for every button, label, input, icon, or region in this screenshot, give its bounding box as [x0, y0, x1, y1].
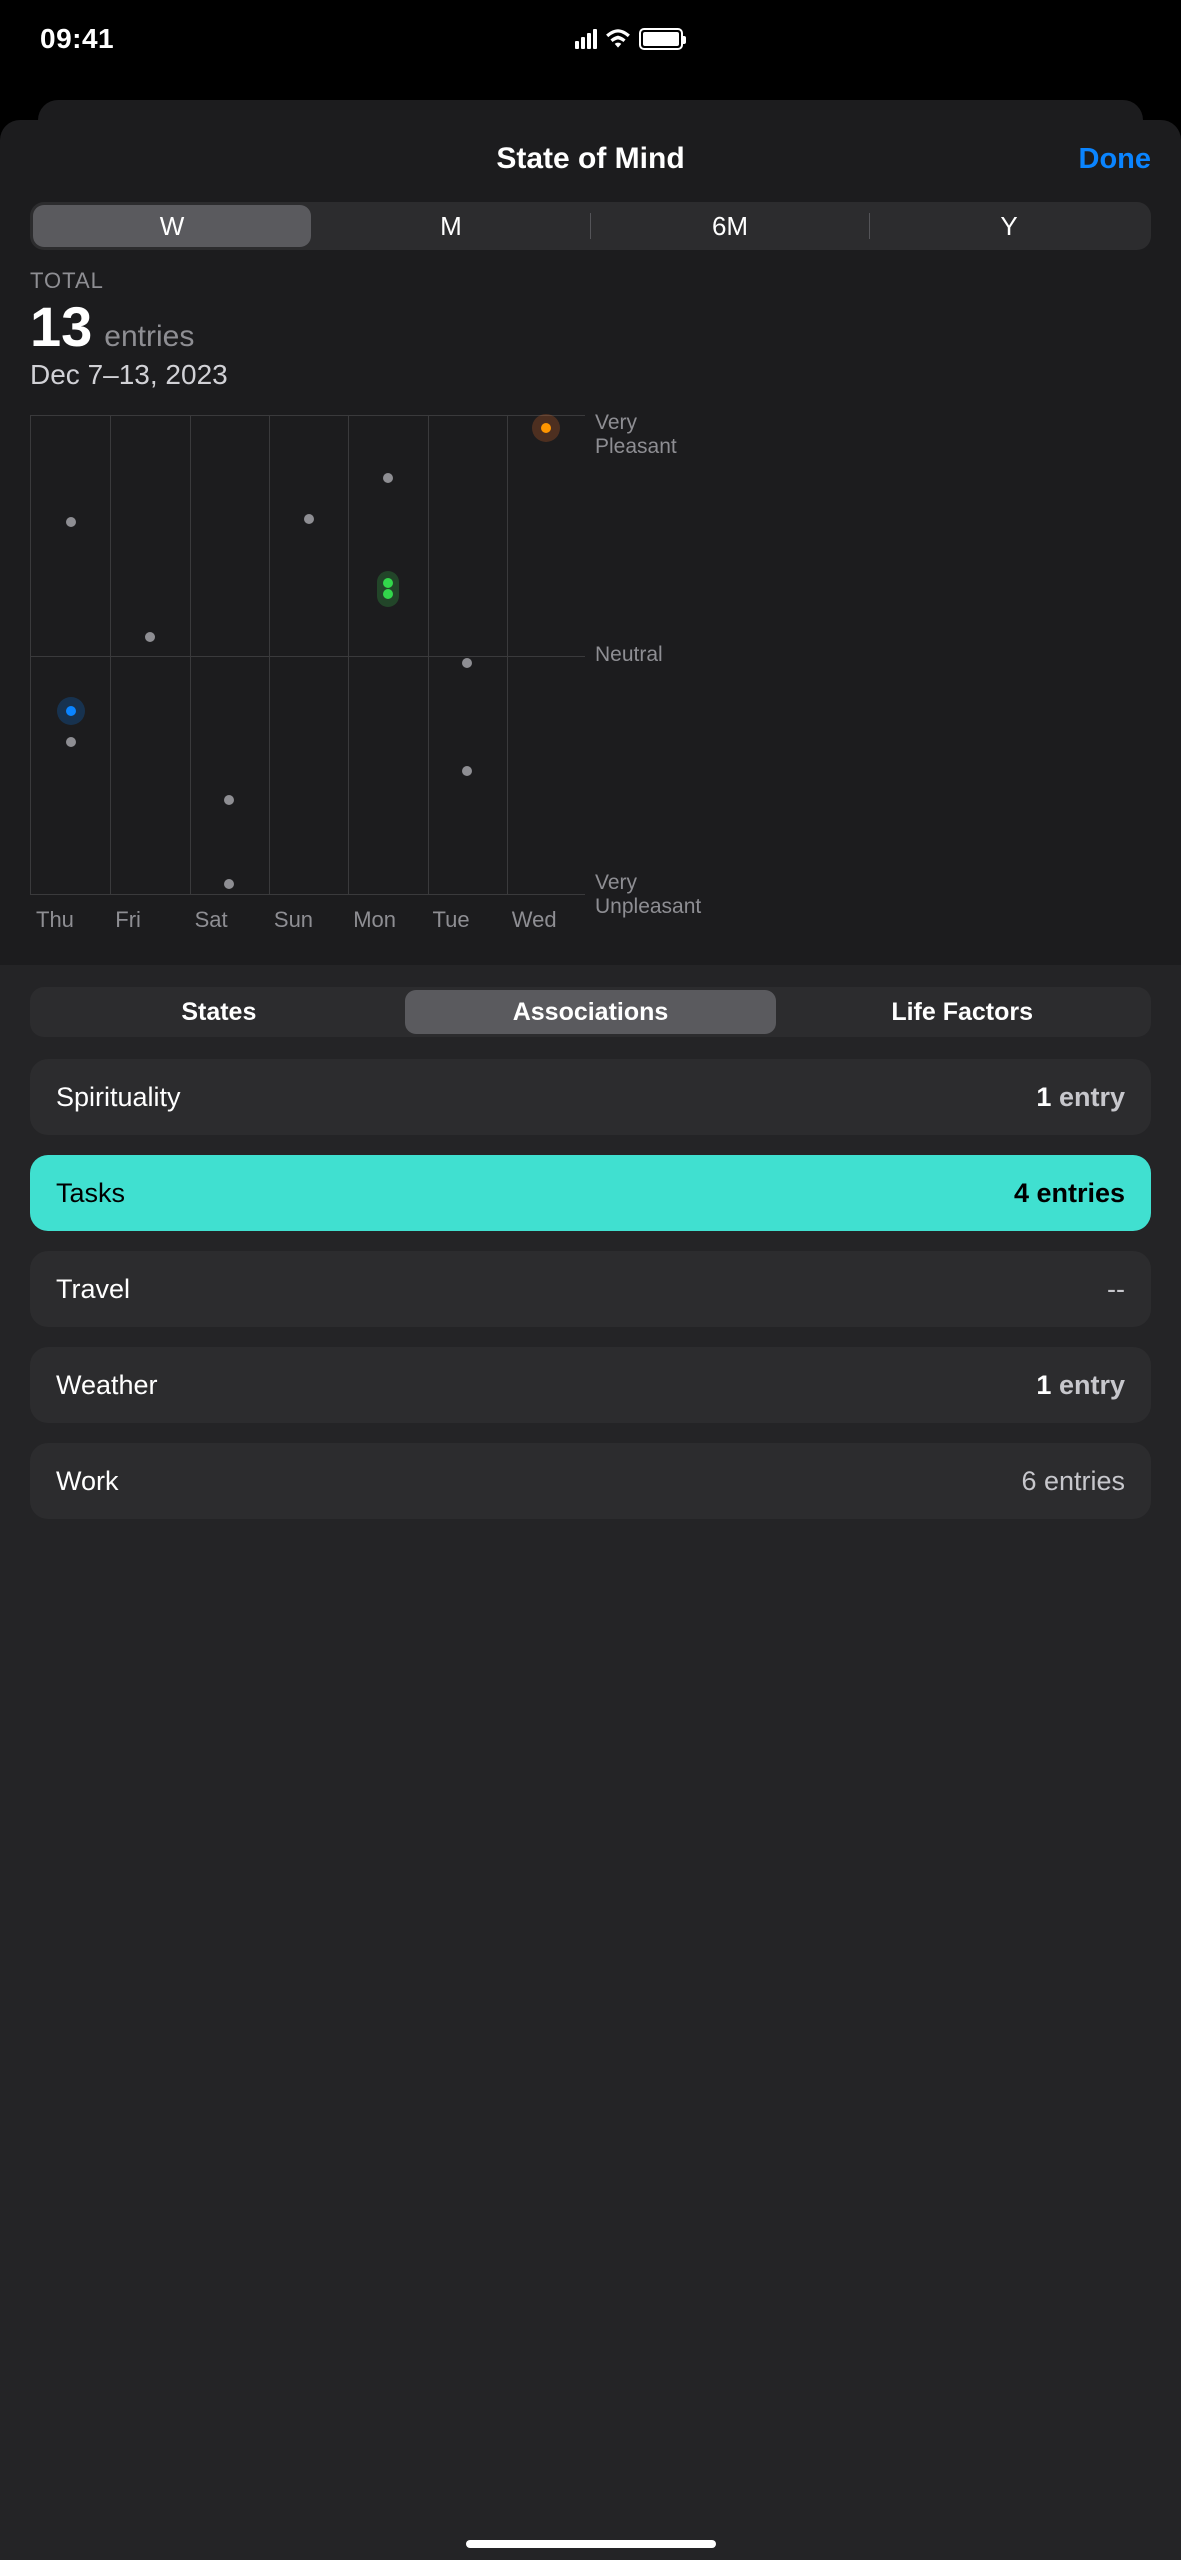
chart-y-label: VeryUnpleasant [595, 871, 701, 919]
chart-point [224, 879, 234, 889]
chart-point [304, 514, 314, 524]
chart-x-label: Wed [512, 907, 591, 933]
chart-x-label: Tue [433, 907, 512, 933]
period-tab-m[interactable]: M [312, 205, 590, 247]
period-tab-6m[interactable]: 6M [591, 205, 869, 247]
status-icons [575, 28, 683, 50]
chart-point [383, 473, 393, 483]
association-row-tasks[interactable]: Tasks 4 entries [30, 1155, 1151, 1231]
home-indicator[interactable] [466, 2540, 716, 2548]
association-name: Spirituality [56, 1082, 181, 1113]
chart-point-highlight[interactable] [57, 697, 85, 725]
association-count: -- [1107, 1274, 1125, 1305]
total-unit: entries [104, 320, 194, 354]
chart-x-label: Sun [274, 907, 353, 933]
chart-point [462, 658, 472, 668]
total-value: 13 [30, 294, 92, 359]
battery-icon [639, 28, 683, 50]
chart-point-highlight[interactable] [532, 414, 560, 442]
page-title: State of Mind [30, 142, 1151, 176]
chart-x-label: Fri [115, 907, 194, 933]
association-count: 4 entries [1014, 1178, 1125, 1209]
total-label: TOTAL [30, 268, 1151, 294]
chart-x-label: Sat [195, 907, 274, 933]
association-row-spirituality[interactable]: Spirituality 1 entry [30, 1059, 1151, 1135]
association-name: Travel [56, 1274, 130, 1305]
chart-point-highlight[interactable] [377, 571, 399, 607]
period-tab-w[interactable]: W [33, 205, 311, 247]
modal-sheet: State of Mind Done WM6MY TOTAL 13 entrie… [0, 120, 1181, 2560]
chart-y-label: Neutral [595, 643, 663, 667]
date-range: Dec 7–13, 2023 [30, 359, 1151, 391]
category-tab-life-factors[interactable]: Life Factors [776, 990, 1148, 1034]
category-segmented-control[interactable]: StatesAssociationsLife Factors [30, 987, 1151, 1037]
chart-x-label: Thu [36, 907, 115, 933]
chart-point [224, 795, 234, 805]
status-bar: 09:41 [0, 0, 723, 70]
cellular-icon [575, 29, 597, 49]
period-segmented-control[interactable]: WM6MY [30, 202, 1151, 250]
association-row-weather[interactable]: Weather 1 entry [30, 1347, 1151, 1423]
chart-point [66, 737, 76, 747]
category-tab-associations[interactable]: Associations [405, 990, 777, 1034]
chart-point [462, 766, 472, 776]
chart-point [66, 517, 76, 527]
done-button[interactable]: Done [1079, 143, 1152, 176]
chart-y-label: VeryPleasant [595, 411, 677, 459]
sheet-header: State of Mind Done [0, 120, 1181, 202]
status-time: 09:41 [40, 23, 114, 55]
category-tab-states[interactable]: States [33, 990, 405, 1034]
wifi-icon [605, 29, 631, 49]
association-name: Weather [56, 1370, 158, 1401]
association-count: 1 entry [1036, 1370, 1125, 1401]
lower-panel: StatesAssociationsLife Factors Spiritual… [0, 965, 1181, 2560]
chart-point [145, 632, 155, 642]
period-tab-y[interactable]: Y [870, 205, 1148, 247]
association-count: 1 entry [1036, 1082, 1125, 1113]
chart-x-label: Mon [353, 907, 432, 933]
associations-list: Spirituality 1 entry Tasks 4 entries Travel -… [30, 1059, 1151, 1519]
association-name: Work [56, 1466, 119, 1497]
chart-plot-area [30, 415, 585, 895]
association-row-work[interactable]: Work 6 entries [30, 1443, 1151, 1519]
association-row-travel[interactable]: Travel -- [30, 1251, 1151, 1327]
association-count: 6 entries [1021, 1466, 1125, 1497]
mood-chart[interactable]: VeryPleasantNeutralVeryUnpleasant ThuFri… [30, 415, 1151, 945]
association-name: Tasks [56, 1178, 125, 1209]
total-row: 13 entries [30, 294, 1151, 359]
